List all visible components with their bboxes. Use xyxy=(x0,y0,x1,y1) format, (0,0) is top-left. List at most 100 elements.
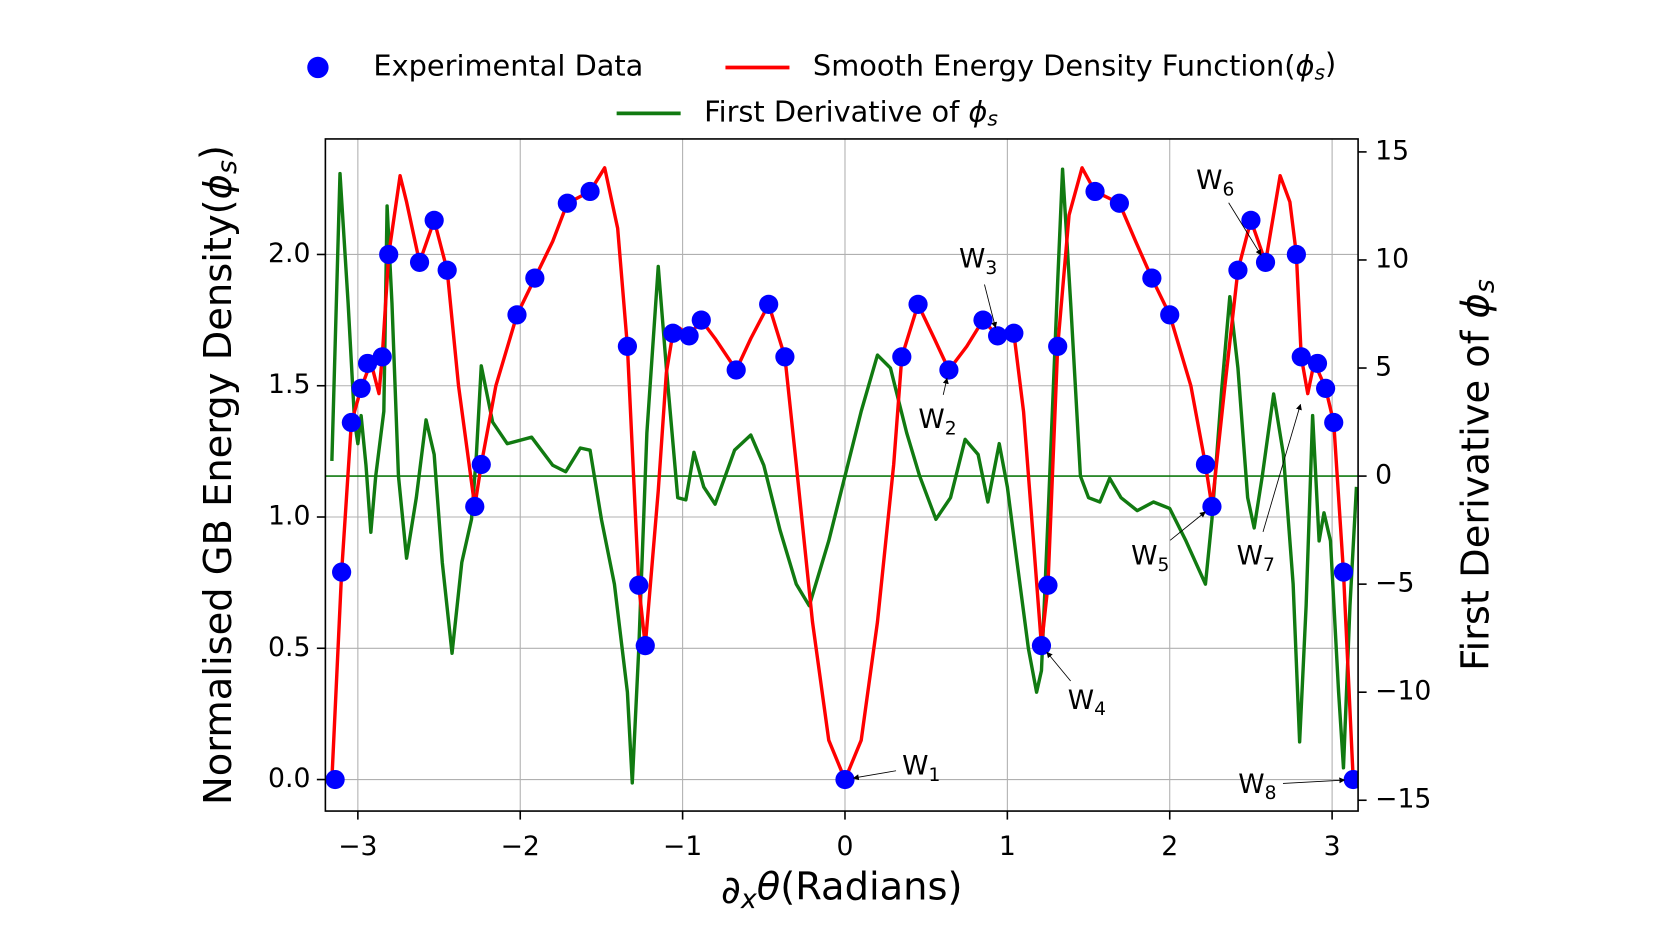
legend-label: First Derivative of ϕs​ xyxy=(704,94,998,130)
data-point xyxy=(775,347,795,367)
data-point xyxy=(471,454,491,475)
plot-frame xyxy=(324,138,1359,812)
data-point xyxy=(1142,268,1162,288)
x-tick-label: 2 xyxy=(1161,831,1178,862)
data-point xyxy=(557,193,577,213)
data-point xyxy=(908,294,928,314)
y-tick-label: 1.0 xyxy=(268,501,310,532)
y2-tick-label: 5 xyxy=(1375,352,1392,383)
annotation-text: W xyxy=(959,243,985,274)
data-point xyxy=(988,326,1008,346)
data-point xyxy=(679,326,699,346)
y2-tick-label: −10 xyxy=(1375,676,1431,707)
data-point xyxy=(437,260,457,280)
annotation: W4 xyxy=(1068,684,1106,719)
annotation-subscript: 5 xyxy=(1157,554,1169,575)
annotation-subscript: 1 xyxy=(929,764,941,785)
data-point xyxy=(1048,336,1068,356)
data-point xyxy=(759,294,779,314)
line-series xyxy=(330,166,1355,782)
data-point xyxy=(580,181,600,202)
annotation-arrow xyxy=(942,377,949,395)
data-point xyxy=(525,268,545,288)
data-point xyxy=(973,310,993,330)
data-point xyxy=(379,244,399,265)
data-point xyxy=(1255,252,1276,272)
annotation: W1 xyxy=(902,750,940,785)
data-point xyxy=(1316,378,1336,398)
y-axis-label: Normalised GB Energy Density(ϕs​) xyxy=(192,145,243,805)
data-point xyxy=(1291,347,1311,367)
annotation-arrow xyxy=(1262,403,1302,532)
data-point xyxy=(1324,412,1344,433)
y2-axis-label: First Derivative of ϕs​ xyxy=(1453,279,1500,671)
annotation-arrow xyxy=(1228,202,1262,256)
y-tick-label: 2.0 xyxy=(268,238,310,269)
annotation-subscript: 6 xyxy=(1222,179,1234,200)
y-tick-label: 0.5 xyxy=(268,632,310,663)
data-point xyxy=(617,336,638,356)
data-point xyxy=(1343,769,1359,790)
data-point xyxy=(1195,454,1216,475)
data-point xyxy=(691,310,711,330)
legend-marker xyxy=(307,56,329,79)
data-point xyxy=(1004,323,1024,343)
annotation-subscript: 2 xyxy=(945,418,957,439)
annotation: W8 xyxy=(1238,768,1276,803)
data-point xyxy=(1160,305,1180,325)
annotation-text: W xyxy=(918,403,944,434)
data-point xyxy=(1307,353,1328,374)
annotation-text: W xyxy=(1131,540,1157,571)
data-point xyxy=(325,769,345,790)
data-point xyxy=(835,769,855,790)
annotation-arrow xyxy=(1282,777,1346,784)
annotation: W2 xyxy=(918,403,956,438)
annotation-subscript: 3 xyxy=(985,258,997,279)
legend-label: Smooth Energy Density Function(ϕs​) xyxy=(813,46,1336,84)
annotation-arrow xyxy=(984,284,998,329)
data-point xyxy=(465,496,485,517)
data-point xyxy=(726,360,746,380)
data-point xyxy=(663,323,683,343)
y2-tick-label: 0 xyxy=(1375,460,1392,491)
data-point xyxy=(1031,636,1052,656)
x-tick-label: −1 xyxy=(663,831,702,862)
annotation: W7 xyxy=(1237,540,1275,575)
data-point xyxy=(341,412,361,433)
x-tick-label: 0 xyxy=(836,831,853,862)
y2-tick-label: 10 xyxy=(1375,243,1409,274)
x-tick-label: 3 xyxy=(1324,831,1341,862)
data-point xyxy=(629,575,649,595)
data-point xyxy=(332,562,352,582)
y-tick-label: 0.0 xyxy=(268,763,310,794)
data-point xyxy=(892,347,912,367)
data-point xyxy=(1286,244,1306,265)
data-point xyxy=(1038,575,1058,595)
line-series xyxy=(330,167,1359,785)
annotation-text: W xyxy=(1238,768,1264,799)
annotation-arrow xyxy=(852,770,897,781)
data-point xyxy=(351,378,371,398)
data-point xyxy=(409,252,430,272)
annotation-text: W xyxy=(1237,540,1263,571)
annotation-subscript: 8 xyxy=(1265,783,1277,804)
data-point xyxy=(358,353,378,374)
y2-tick-label: −15 xyxy=(1375,784,1431,815)
legend-label: Experimental Data xyxy=(373,48,643,82)
x-tick-label: −3 xyxy=(338,831,377,862)
data-point xyxy=(1202,496,1222,517)
annotation-subscript: 7 xyxy=(1263,554,1275,575)
data-point xyxy=(1333,562,1354,582)
y-tick-label: 1.5 xyxy=(268,369,310,400)
y2-tick-label: 15 xyxy=(1375,135,1409,166)
annotation-arrow xyxy=(1046,651,1071,682)
x-tick-label: 1 xyxy=(999,831,1016,862)
data-point xyxy=(939,360,959,380)
annotation: W3 xyxy=(959,243,997,278)
y2-tick-label: −5 xyxy=(1375,568,1414,599)
data-point xyxy=(1109,193,1129,213)
data-point xyxy=(1241,210,1261,230)
data-point xyxy=(635,636,655,656)
